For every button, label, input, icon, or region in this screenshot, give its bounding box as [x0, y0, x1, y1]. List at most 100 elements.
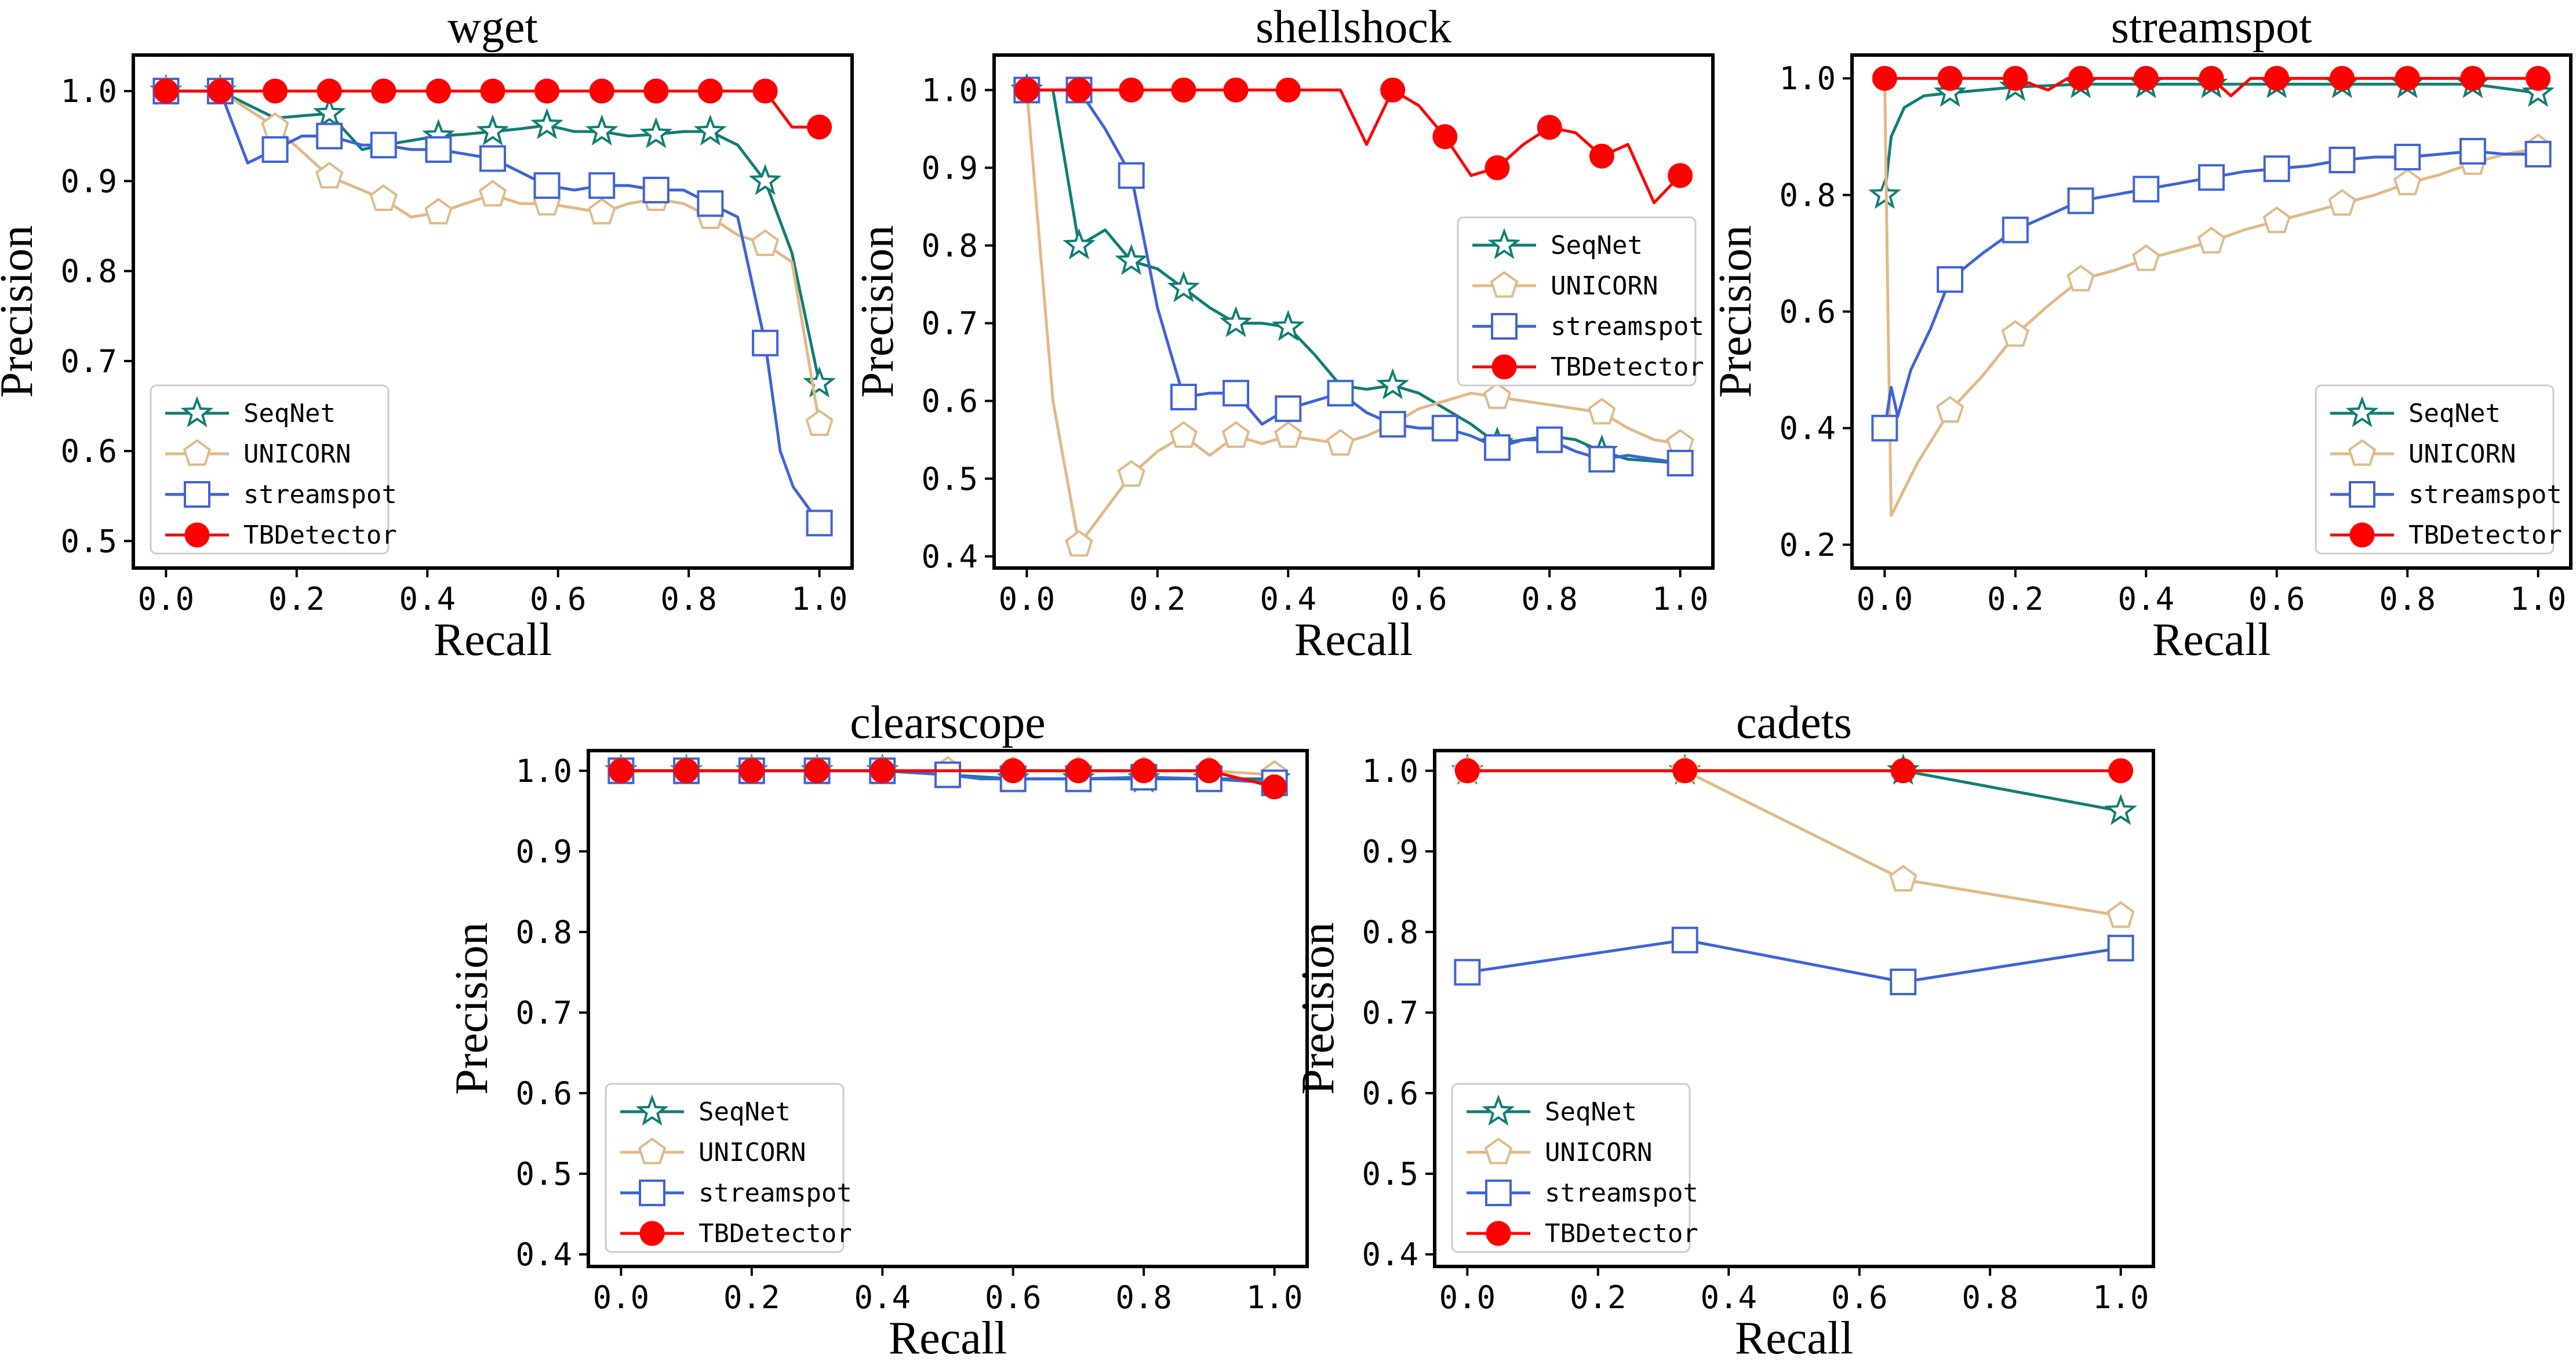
x-tick-label: 0.2 — [1987, 581, 2044, 617]
y-axis-label: Precision — [446, 922, 497, 1095]
data-point-UNICORN — [2106, 901, 2135, 928]
y-tick-label: 0.8 — [515, 914, 572, 951]
legend-marker-UNICORN — [1484, 1137, 1513, 1164]
legend: SeqNet UNICORN streamspot TBDetector — [2315, 384, 2562, 555]
x-tick-label: 0.4 — [399, 581, 456, 617]
data-point-SeqNet — [1167, 271, 1200, 303]
data-point-UNICORN — [2001, 320, 2030, 347]
series-line-TBDetector — [621, 769, 1275, 789]
legend-label: UNICORN — [2408, 439, 2516, 469]
plot-frame — [587, 749, 1309, 1268]
legend-marker-UNICORN — [1490, 271, 1519, 298]
y-tick-label: 0.8 — [1779, 177, 1836, 213]
data-point-TBDetector — [1672, 758, 1698, 784]
data-point-SeqNet — [1219, 305, 1253, 337]
y-tick-label: 0.7 — [515, 995, 572, 1031]
panel-title: shellshock — [1256, 2, 1451, 53]
data-point-TBDetector — [1262, 774, 1287, 800]
data-point-SeqNet — [748, 163, 782, 195]
data-point-TBDetector — [1485, 155, 1510, 180]
data-point-UNICORN — [1065, 530, 1093, 557]
x-tick-label: 0.8 — [1115, 1279, 1172, 1316]
legend: SeqNet UNICORN streamspot TBDetector — [1451, 1083, 1698, 1253]
data-point-streamspot — [2133, 176, 2160, 203]
data-point-SeqNet — [1063, 228, 1096, 260]
y-tick-label: 0.6 — [515, 1075, 572, 1112]
data-point-TBDetector — [2264, 65, 2290, 91]
data-point-SeqNet — [2104, 793, 2138, 825]
series-streamspot — [1013, 77, 1694, 476]
data-point-SeqNet — [1271, 310, 1305, 341]
legend: SeqNet UNICORN streamspot TBDetector — [150, 384, 397, 555]
y-tick-label: 0.7 — [60, 343, 117, 380]
data-point-streamspot — [588, 172, 616, 199]
data-point-TBDetector — [807, 114, 832, 140]
data-point-UNICORN — [1935, 396, 1964, 423]
data-point-UNICORN — [2262, 206, 2291, 234]
series-UNICORN — [1025, 90, 1694, 557]
x-tick-label: 0.8 — [1521, 581, 1578, 617]
x-tick-label: 0.0 — [1857, 581, 1913, 617]
data-point-TBDetector — [2199, 65, 2224, 91]
legend-label: streamspot — [1551, 312, 1704, 341]
data-point-TBDetector — [2526, 65, 2551, 91]
data-point-TBDetector — [1119, 77, 1144, 103]
data-point-streamspot — [1379, 410, 1406, 438]
x-axis-label: Recall — [1735, 1313, 1853, 1364]
legend-marker-streamspot — [184, 481, 210, 508]
data-point-SeqNet — [585, 114, 618, 146]
x-tick-label: 1.0 — [1246, 1279, 1303, 1316]
data-point-TBDetector — [2003, 65, 2028, 91]
data-point-TBDetector — [1275, 77, 1301, 103]
y-tick-label: 0.6 — [921, 383, 978, 420]
x-tick-label: 0.6 — [530, 581, 587, 617]
y-tick-label: 1.0 — [1779, 60, 1836, 97]
y-tick-label: 0.9 — [921, 150, 978, 186]
data-point-TBDetector — [316, 78, 342, 104]
x-tick-label: 0.0 — [138, 581, 195, 617]
data-point-streamspot — [806, 509, 833, 537]
panel-streamspot: streamspot 0.0 0.2 0.4 0.6 0.8 1.0 0.2 0.4 0.6 0.8… — [1710, 2, 2573, 665]
legend-marker-streamspot — [639, 1180, 665, 1206]
x-tick-label: 0.0 — [1439, 1279, 1496, 1316]
data-point-streamspot — [1937, 266, 1964, 293]
y-tick-label: 1.0 — [60, 73, 117, 110]
plot-frame — [1433, 749, 2155, 1268]
x-axis-label: Recall — [434, 614, 552, 665]
data-point-UNICORN — [2132, 244, 2160, 271]
data-point-streamspot — [2524, 140, 2552, 168]
series-TBDetector — [1014, 77, 1693, 205]
data-point-UNICORN — [1889, 865, 1918, 892]
data-point-TBDetector — [2108, 758, 2134, 784]
data-point-SeqNet — [312, 96, 346, 128]
series-line-SeqNet — [166, 89, 821, 384]
data-point-streamspot — [316, 122, 343, 150]
x-tick-label: 0.8 — [2379, 581, 2436, 617]
series-TBDetector — [1872, 65, 2551, 97]
legend-label: TBDetector — [1545, 1219, 1698, 1248]
data-point-SeqNet — [803, 366, 836, 398]
legend-marker-TBDetector — [1491, 354, 1517, 380]
x-tick-label: 1.0 — [2510, 581, 2567, 617]
data-point-TBDetector — [1067, 77, 1092, 103]
data-point-UNICORN — [1221, 421, 1250, 448]
data-point-TBDetector — [1890, 758, 1916, 784]
panel-wget: wget 0.0 0.2 0.4 0.6 0.8 1.0 0.5 0.6 0.7 0.8 0.9 1.0… — [0, 2, 854, 665]
panel-title: clearscope — [850, 697, 1046, 748]
data-point-SeqNet — [694, 114, 727, 146]
plot-frame — [992, 53, 1715, 570]
y-tick-label: 0.4 — [1779, 410, 1836, 447]
data-point-streamspot — [1536, 426, 1563, 453]
legend-label: SeqNet — [1551, 231, 1643, 260]
legend-box — [605, 1083, 845, 1253]
x-tick-label: 0.6 — [1391, 581, 1447, 617]
legend-marker-UNICORN — [183, 439, 212, 466]
legend-marker-SeqNet — [1487, 228, 1521, 260]
data-point-TBDetector — [263, 78, 288, 104]
legend-marker-UNICORN — [638, 1137, 667, 1164]
series-TBDetector — [608, 758, 1287, 800]
data-point-TBDetector — [2329, 65, 2355, 91]
data-point-streamspot — [2107, 934, 2134, 962]
y-tick-label: 0.9 — [60, 163, 117, 199]
